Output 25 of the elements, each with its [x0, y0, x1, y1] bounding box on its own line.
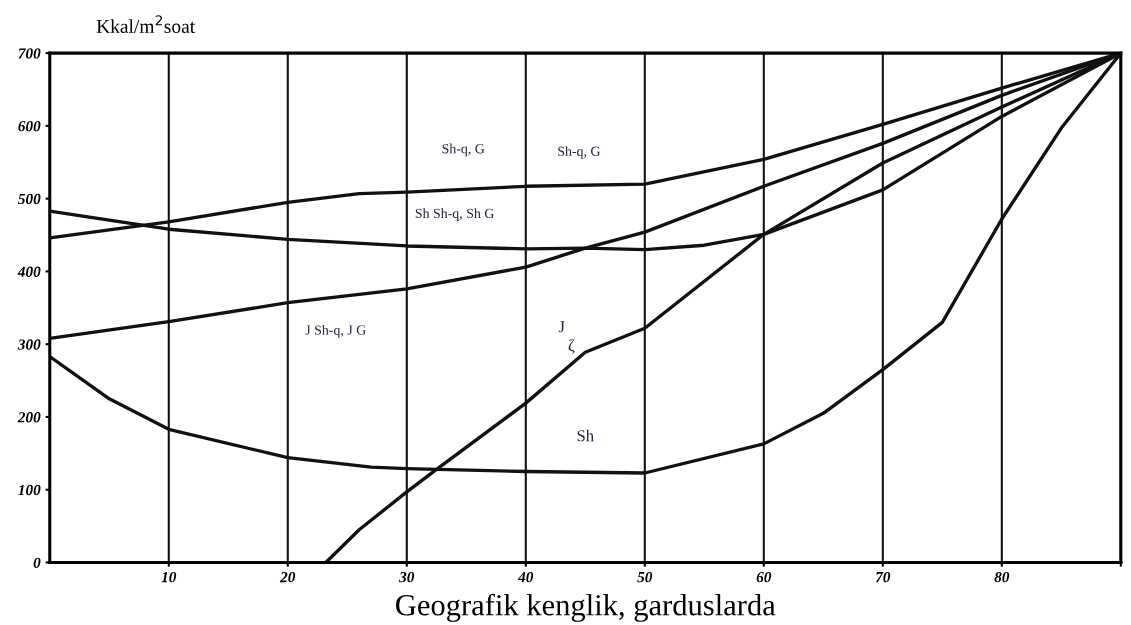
y-tick-label: 200: [17, 412, 41, 423]
annotation: Sh Sh-q, Sh G: [415, 208, 494, 221]
annotation: Sh-q, G: [442, 143, 485, 157]
y-tick-label: 700: [18, 48, 41, 59]
y-tick-label: 500: [17, 193, 41, 205]
annotation: ζ: [568, 339, 575, 354]
y-axis-title: Kkal/m$^{2}$soat: [96, 15, 196, 33]
y-tick-label: 300: [17, 339, 41, 350]
annotation: Sh-q, G: [558, 146, 601, 159]
x-tick-label: 40: [517, 571, 534, 583]
annotation: Sh: [577, 429, 594, 442]
y-tick-label: 600: [18, 121, 41, 132]
x-tick-label: 60: [756, 571, 772, 583]
x-tick-label: 80: [994, 571, 1010, 583]
x-tick-label: 30: [399, 571, 415, 583]
x-tick-label: 70: [875, 571, 891, 583]
x-tick-label: 50: [637, 571, 653, 583]
annotation: J Sh-q, J G: [305, 324, 366, 338]
x-tick-label: 10: [161, 571, 177, 583]
annotation: J: [558, 321, 565, 333]
y-tick-label: 100: [18, 484, 41, 496]
x-axis-title: Geografik kenglik, garduslarda: [396, 593, 776, 622]
x-tick-label: 20: [279, 571, 296, 583]
y-tick-label: 0: [33, 557, 41, 568]
y-tick-label: 400: [17, 266, 41, 277]
